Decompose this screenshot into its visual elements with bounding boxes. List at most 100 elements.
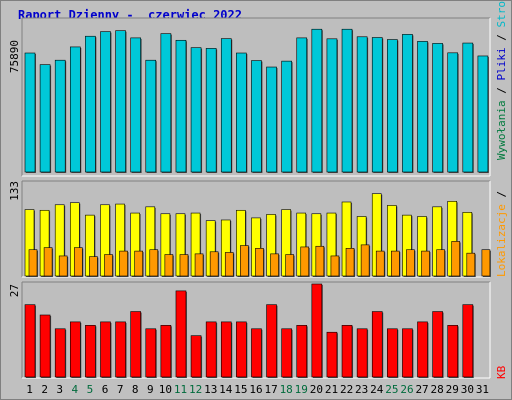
- bar-sites-day-10: [164, 254, 174, 277]
- bar-sites-day-3: [58, 255, 68, 277]
- x-tick-day-2: 2: [41, 383, 48, 396]
- x-tick-day-6: 6: [102, 383, 109, 396]
- x-tick-day-17: 17: [264, 383, 277, 396]
- x-tick-day-21: 21: [325, 383, 338, 396]
- bar-kb-day-21: [326, 331, 338, 378]
- x-tick-day-9: 9: [147, 383, 154, 396]
- legend-bottom-part-0: KB: [495, 365, 508, 379]
- bar-top-day-15: [236, 52, 247, 173]
- bar-top-day-26: [402, 34, 413, 173]
- y-max-label-bottom: 27: [8, 284, 21, 297]
- bar-sites-day-28: [436, 249, 445, 277]
- bar-sites-day-31: [481, 249, 491, 277]
- bar-sites-day-26: [406, 249, 415, 277]
- bar-top-day-19: [296, 37, 308, 173]
- x-tick-day-31: 31: [476, 383, 489, 396]
- right-legend-bottom: KB: [495, 366, 508, 379]
- x-tick-day-11: 11: [174, 383, 187, 396]
- right-legend-middle: Lokalizacje /: [495, 191, 508, 277]
- bar-top-day-29: [447, 52, 459, 173]
- y-max-label-top: 75890: [8, 40, 21, 73]
- bar-sites-day-11: [179, 254, 189, 277]
- bar-top-day-25: [387, 39, 398, 173]
- x-tick-day-19: 19: [295, 383, 308, 396]
- bar-kb-day-19: [296, 325, 308, 378]
- bar-top-day-22: [341, 28, 353, 173]
- bar-top-day-30: [462, 42, 474, 173]
- bar-sites-day-30: [466, 252, 476, 277]
- x-tick-day-10: 10: [159, 383, 172, 396]
- x-tick-day-27: 27: [415, 383, 428, 396]
- x-tick-day-22: 22: [340, 383, 353, 396]
- bar-kb-day-8: [130, 311, 141, 378]
- bar-kb-day-11: [175, 290, 187, 378]
- x-tick-day-13: 13: [204, 383, 217, 396]
- bar-kb-day-27: [417, 321, 428, 378]
- bar-kb-day-30: [462, 304, 474, 378]
- bar-top-day-10: [160, 33, 172, 173]
- bar-top-day-28: [432, 43, 443, 173]
- bar-sites-day-20: [315, 245, 325, 277]
- bar-kb-day-9: [145, 328, 157, 378]
- bar-top-day-31: [477, 55, 489, 173]
- legend-top-part-0: Wywołania: [495, 100, 508, 160]
- x-tick-day-23: 23: [355, 383, 368, 396]
- x-tick-day-26: 26: [400, 383, 413, 396]
- bar-top-day-4: [69, 46, 81, 173]
- bar-top-day-8: [130, 37, 141, 173]
- bar-sites-day-6: [104, 254, 113, 277]
- bar-kb-day-1: [24, 304, 36, 378]
- bar-kb-day-12: [190, 335, 202, 378]
- bar-top-day-17: [266, 66, 277, 173]
- right-legend-top: Wywołania / Pliki / Strony / Wizyty: [495, 0, 508, 160]
- bar-kb-day-13: [205, 321, 217, 378]
- bar-kb-day-18: [281, 328, 292, 378]
- bar-sites-day-2: [43, 247, 53, 277]
- bar-kb-day-15: [236, 321, 247, 378]
- bar-sites-day-25: [391, 250, 400, 277]
- x-tick-day-20: 20: [310, 383, 323, 396]
- x-tick-day-16: 16: [249, 383, 262, 396]
- legend-top-part-4: Strony: [495, 0, 508, 28]
- bar-sites-day-4: [73, 247, 83, 277]
- bar-top-day-21: [326, 38, 338, 173]
- bar-sites-day-5: [89, 256, 98, 277]
- bar-kb-day-22: [341, 325, 353, 378]
- legend-top-part-2: Pliki: [495, 47, 508, 81]
- x-tick-day-30: 30: [461, 383, 474, 396]
- x-tick-day-7: 7: [117, 383, 124, 396]
- bar-top-day-3: [54, 59, 66, 173]
- bar-kb-day-26: [402, 328, 413, 378]
- bar-sites-day-18: [285, 254, 294, 277]
- bar-sites-day-22: [345, 248, 355, 277]
- bar-sites-day-1: [28, 249, 38, 277]
- bar-sites-day-7: [119, 250, 128, 277]
- bar-top-day-13: [205, 48, 217, 173]
- bar-top-day-5: [85, 35, 96, 173]
- x-tick-day-25: 25: [385, 383, 398, 396]
- x-tick-day-12: 12: [189, 383, 202, 396]
- bar-kb-day-2: [39, 314, 51, 378]
- bar-top-day-14: [220, 38, 232, 173]
- bar-sites-day-15: [240, 245, 249, 277]
- bar-kb-day-23: [356, 328, 368, 378]
- bar-top-day-6: [100, 31, 111, 173]
- bar-sites-day-24: [375, 250, 385, 277]
- x-tick-day-15: 15: [234, 383, 247, 396]
- x-tick-day-29: 29: [446, 383, 459, 396]
- y-max-label-middle: 133: [8, 181, 21, 201]
- bar-kb-day-29: [447, 325, 459, 378]
- x-tick-day-14: 14: [219, 383, 233, 396]
- bar-top-day-24: [371, 37, 383, 173]
- legend-middle-part-0: Lokalizacje: [495, 204, 508, 277]
- bar-sites-day-14: [224, 252, 234, 277]
- bar-top-day-12: [190, 47, 202, 173]
- bar-top-day-27: [417, 41, 428, 173]
- bar-sites-day-19: [300, 246, 310, 277]
- bar-top-day-18: [281, 60, 292, 173]
- bar-sites-day-27: [421, 250, 430, 277]
- x-tick-day-4: 4: [72, 383, 79, 396]
- bar-top-day-2: [39, 64, 51, 173]
- bar-kb-day-7: [115, 321, 126, 378]
